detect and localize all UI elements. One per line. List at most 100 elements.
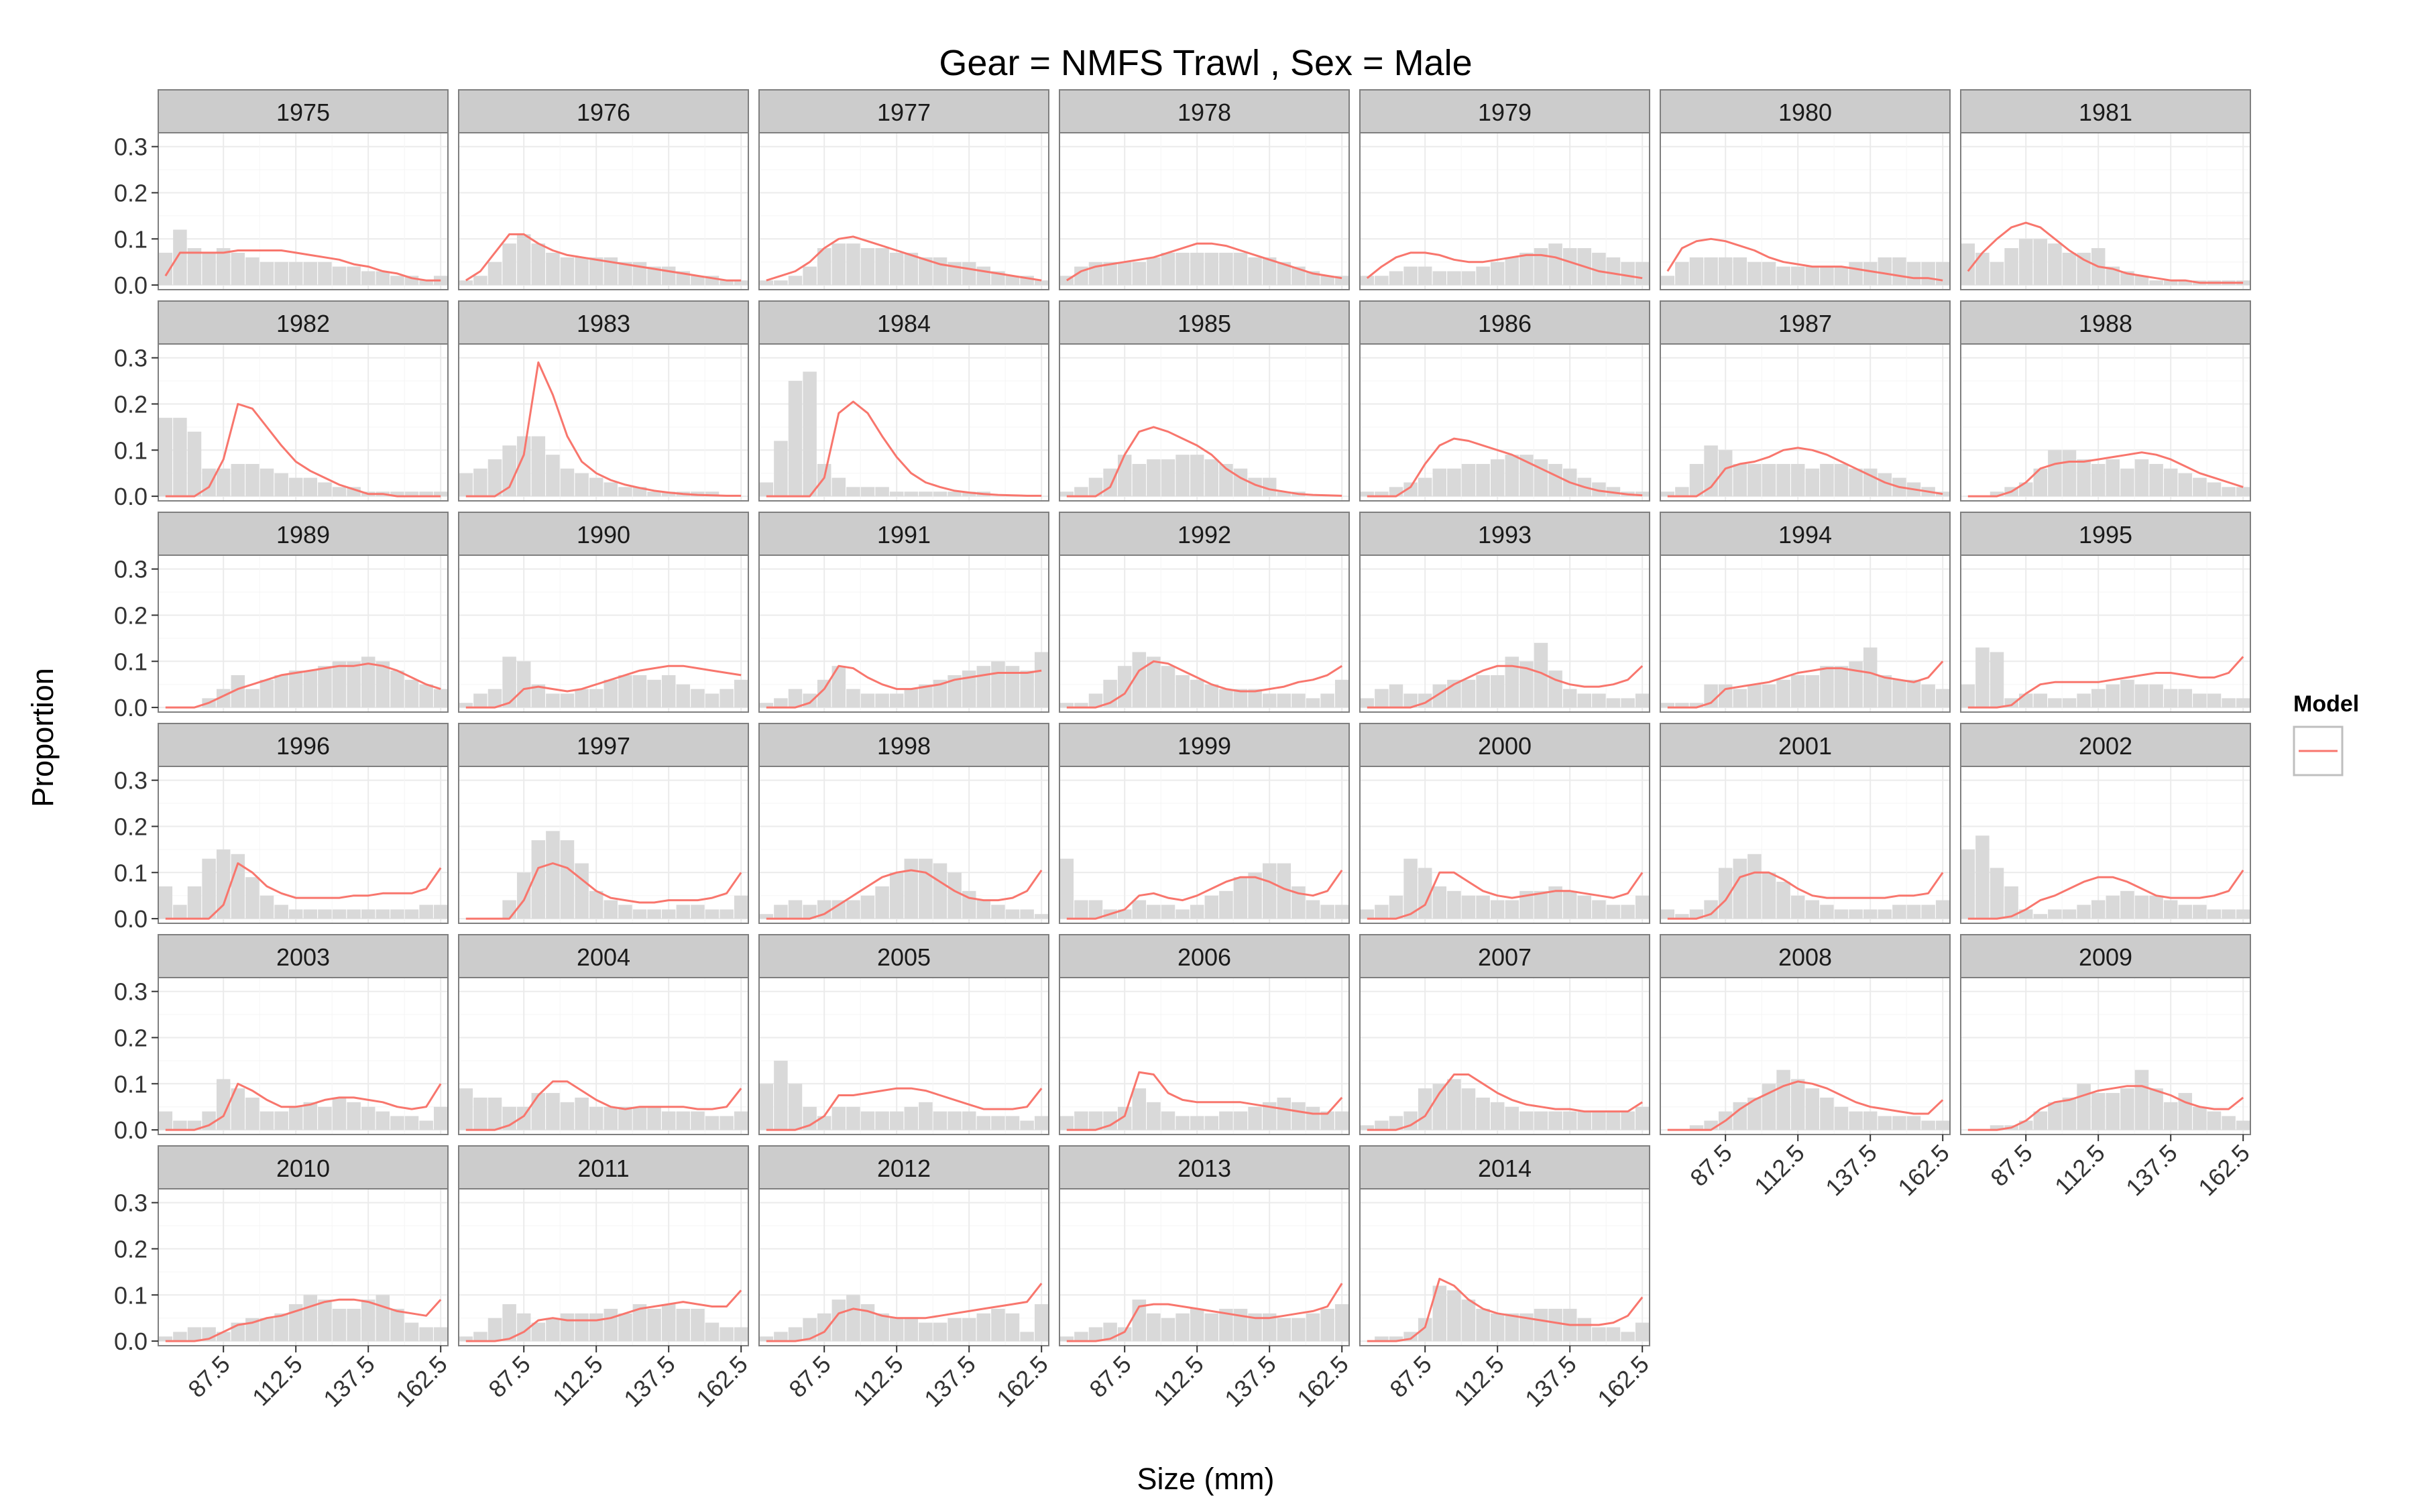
bar — [1635, 1322, 1650, 1342]
bar — [245, 689, 260, 708]
panel-border — [158, 343, 449, 502]
facet-panel: 1992 — [1059, 512, 1350, 713]
bar — [303, 1102, 318, 1130]
bar — [202, 252, 216, 286]
bar — [187, 431, 202, 497]
bar — [962, 491, 976, 497]
facet-strip-label: 1991 — [877, 521, 931, 548]
bar — [1147, 905, 1161, 919]
bar — [1878, 909, 1892, 919]
bar — [1863, 1111, 1878, 1130]
bar — [1776, 463, 1790, 497]
bar — [1675, 261, 1689, 286]
bar — [2018, 239, 2033, 286]
bar — [1175, 252, 1190, 286]
bar — [604, 257, 618, 286]
bar — [433, 689, 448, 708]
facet-panel: 1979 — [1359, 89, 1650, 290]
bar — [1921, 261, 1935, 286]
bar — [919, 858, 933, 919]
bar — [2106, 266, 2120, 286]
bar — [1320, 1308, 1334, 1342]
bar — [676, 684, 691, 708]
bar — [1733, 463, 1747, 497]
bar — [1360, 698, 1375, 708]
facet-strip-label: 1988 — [2079, 310, 2132, 337]
bar — [1248, 1313, 1262, 1342]
y-tick-label: 0.1 — [114, 1070, 148, 1098]
y-tick-label: 0.3 — [114, 556, 148, 583]
bar — [318, 909, 332, 919]
model-line — [766, 664, 1042, 709]
facet-panel: 2002 — [1960, 723, 2251, 924]
bar — [2004, 886, 2018, 919]
panel-background — [1360, 1189, 1650, 1346]
bar — [1117, 666, 1132, 708]
bar — [1505, 257, 1519, 286]
panel-background — [759, 766, 1049, 923]
panel-border — [1059, 977, 1350, 1135]
bar — [1233, 1308, 1248, 1342]
bar — [1175, 909, 1190, 919]
bar — [361, 656, 376, 708]
bar — [419, 1327, 433, 1342]
model-line — [465, 1289, 742, 1342]
y-tick-label: 0.0 — [114, 483, 148, 510]
bar — [1233, 252, 1248, 286]
bar — [604, 1308, 618, 1342]
facet-strip-label: 1989 — [276, 521, 330, 548]
bar — [691, 1308, 705, 1342]
bar — [459, 473, 473, 497]
bar — [1175, 455, 1190, 497]
bar — [473, 468, 487, 497]
bar — [187, 1120, 202, 1130]
bar — [1606, 905, 1621, 919]
facet-strip — [1059, 723, 1350, 767]
bar — [1161, 459, 1175, 497]
bar — [2193, 477, 2207, 497]
bar — [1132, 652, 1147, 708]
bar — [1306, 900, 1320, 919]
bar — [2091, 689, 2106, 708]
bar — [216, 248, 231, 286]
bar — [1447, 271, 1461, 286]
bar — [1403, 482, 1418, 497]
facet-panel: 1989 0.0 0.1 0.2 0.3 — [114, 512, 449, 721]
bar — [1334, 1304, 1349, 1342]
facet-strip — [1660, 300, 1951, 345]
panel-border — [1660, 343, 1951, 502]
bar — [1660, 703, 1675, 708]
bar — [1606, 1327, 1621, 1342]
bar — [2207, 909, 2222, 919]
bar — [647, 679, 661, 708]
bar — [231, 675, 245, 708]
bar — [274, 261, 288, 286]
facet-strip — [1660, 723, 1951, 767]
facet-panel: 1983 — [458, 300, 749, 502]
bar — [260, 895, 274, 919]
bar — [459, 1336, 473, 1342]
bar — [560, 693, 575, 708]
facet-strip — [158, 1145, 449, 1189]
bar — [2048, 1102, 2062, 1130]
model-line — [465, 862, 742, 920]
bar — [604, 900, 618, 919]
bar — [2033, 468, 2048, 497]
bar — [589, 689, 604, 708]
bar — [516, 436, 531, 497]
facet-strip-label: 1997 — [577, 732, 630, 760]
bar — [231, 252, 245, 286]
bar — [288, 1106, 303, 1130]
facet-panel: 1981 — [1960, 89, 2251, 290]
bar — [589, 477, 604, 497]
bar — [158, 252, 173, 286]
bar — [303, 909, 318, 919]
bar — [1592, 693, 1606, 708]
model-line — [165, 662, 441, 709]
bar — [1849, 1111, 1863, 1130]
panel-border — [158, 766, 449, 924]
model-line — [1667, 660, 1944, 709]
bar — [376, 661, 390, 708]
bar — [274, 905, 288, 919]
legend: Model — [2293, 691, 2359, 776]
